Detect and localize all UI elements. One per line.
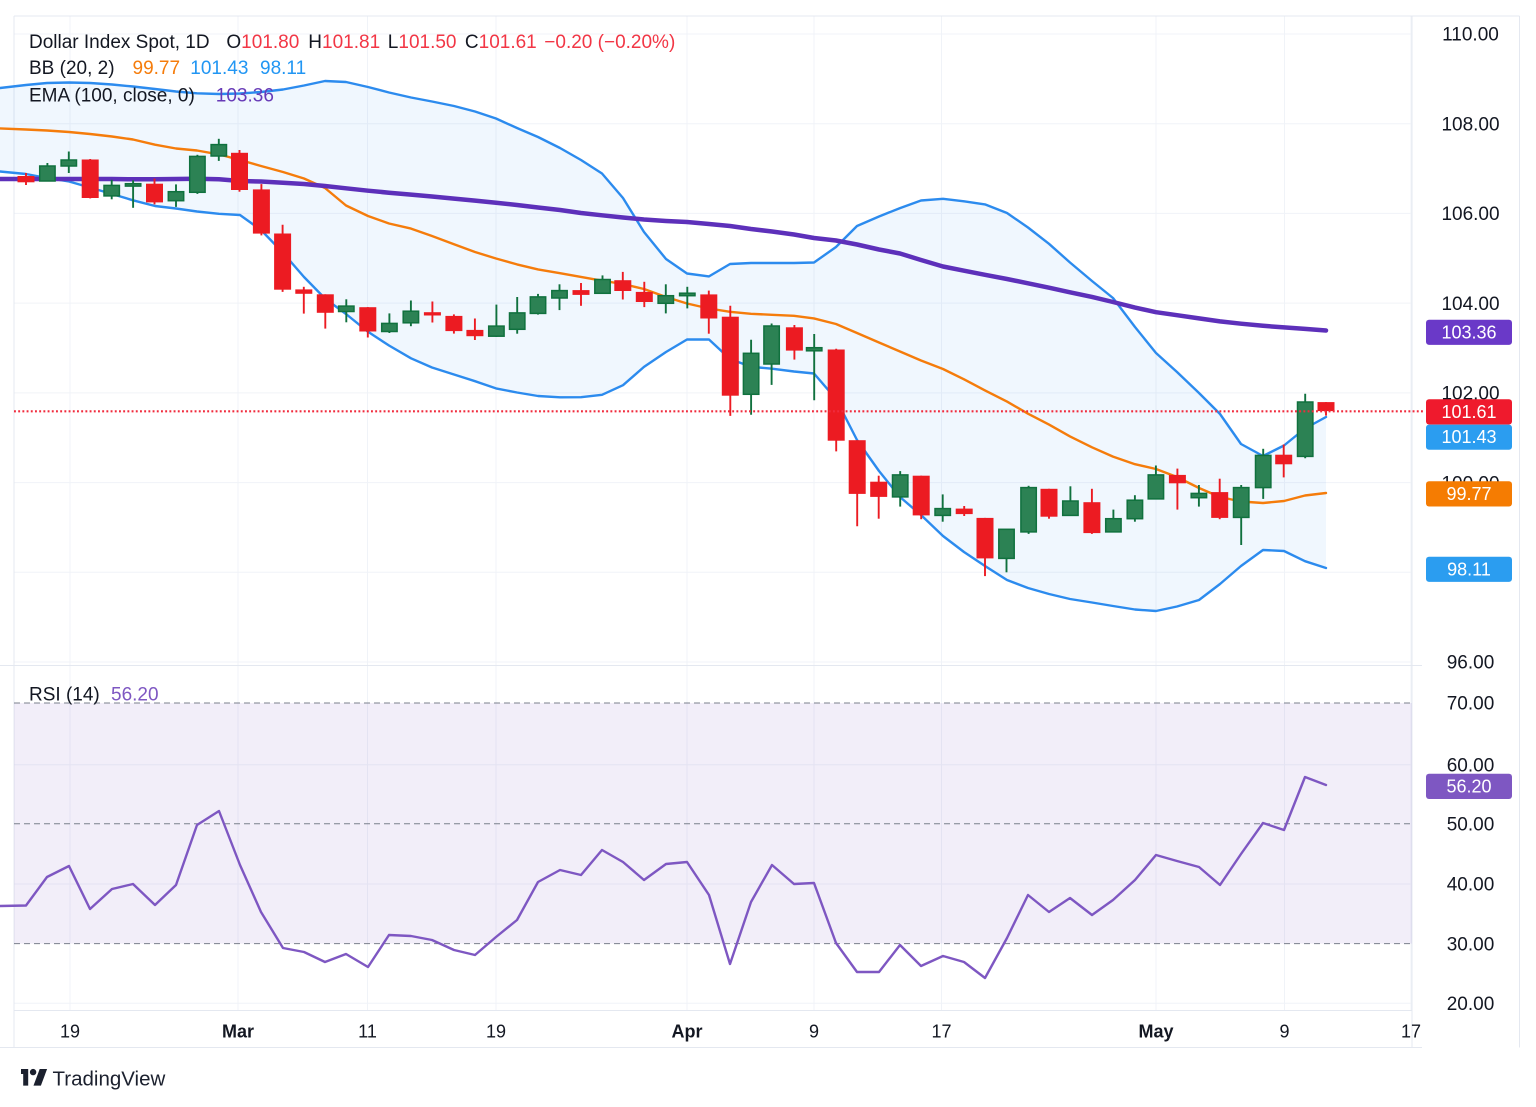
svg-text:50.00: 50.00: [1447, 815, 1495, 836]
svg-text:40.00: 40.00: [1447, 875, 1495, 896]
svg-text:99.77: 99.77: [1446, 484, 1491, 504]
svg-text:11: 11: [358, 1022, 377, 1042]
svg-text:H101.81: H101.81: [308, 32, 380, 53]
svg-text:103.36: 103.36: [216, 86, 274, 107]
svg-text:O101.80: O101.80: [226, 32, 299, 53]
svg-text:70.00: 70.00: [1447, 694, 1495, 715]
svg-text:101.43: 101.43: [190, 58, 248, 79]
svg-text:101.61: 101.61: [1441, 402, 1496, 422]
svg-text:9: 9: [1279, 1022, 1289, 1042]
svg-text:Mar: Mar: [222, 1022, 254, 1042]
svg-text:108.00: 108.00: [1441, 114, 1499, 135]
svg-text:106.00: 106.00: [1441, 204, 1499, 225]
svg-text:Dollar Index Spot, 1D: Dollar Index Spot, 1D: [29, 32, 210, 53]
svg-text:C101.61: C101.61: [465, 32, 537, 53]
svg-text:Apr: Apr: [672, 1022, 703, 1042]
svg-text:19: 19: [60, 1022, 80, 1042]
svg-text:104.00: 104.00: [1441, 294, 1499, 315]
svg-text:30.00: 30.00: [1447, 934, 1495, 955]
svg-text:96.00: 96.00: [1447, 653, 1495, 674]
svg-text:103.36: 103.36: [1441, 322, 1496, 342]
svg-text:−0.20 (−0.20%): −0.20 (−0.20%): [544, 32, 675, 53]
svg-text:20.00: 20.00: [1447, 994, 1495, 1015]
svg-text:May: May: [1138, 1022, 1173, 1042]
svg-text:110.00: 110.00: [1442, 25, 1499, 46]
svg-text:17: 17: [1401, 1022, 1421, 1042]
svg-text:99.77: 99.77: [133, 58, 181, 79]
svg-text:BB (20, 2): BB (20, 2): [29, 58, 115, 79]
svg-text:60.00: 60.00: [1447, 755, 1495, 776]
svg-text:101.43: 101.43: [1441, 427, 1496, 447]
svg-text:9: 9: [809, 1022, 819, 1042]
svg-text:17: 17: [931, 1022, 951, 1042]
svg-text:56.20: 56.20: [111, 685, 159, 706]
svg-text:TradingView: TradingView: [53, 1068, 166, 1091]
svg-text:56.20: 56.20: [1446, 776, 1491, 796]
svg-text:RSI (14): RSI (14): [29, 685, 100, 706]
svg-text:98.11: 98.11: [1447, 559, 1491, 579]
svg-text:19: 19: [486, 1022, 506, 1042]
svg-text:98.11: 98.11: [260, 58, 306, 79]
svg-text:L101.50: L101.50: [388, 32, 457, 53]
svg-text:EMA (100, close, 0): EMA (100, close, 0): [29, 86, 195, 107]
